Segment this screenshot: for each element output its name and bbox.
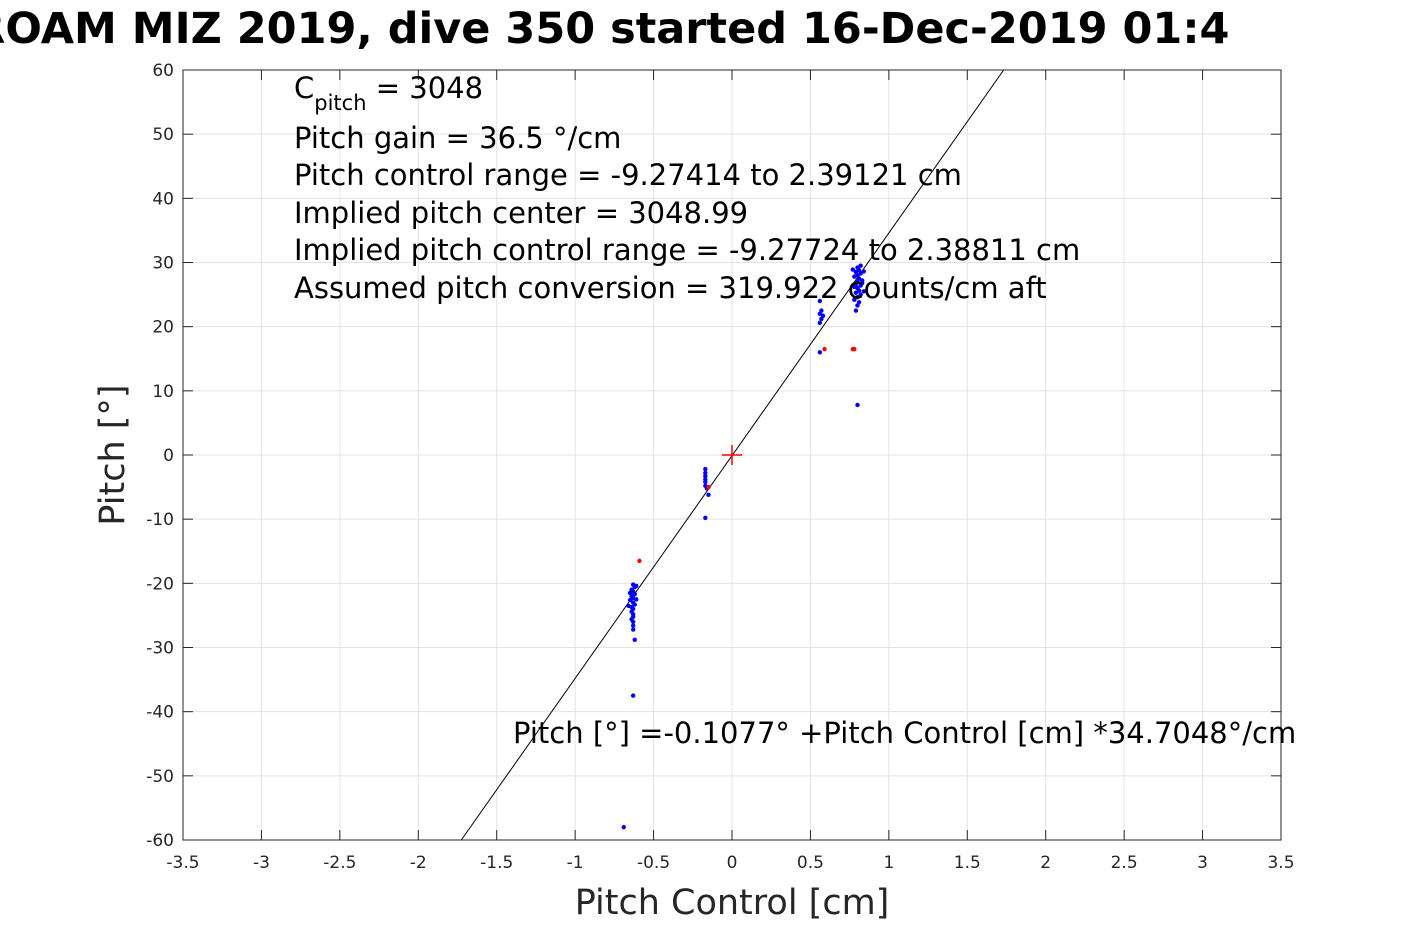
y-tick-label: 10 [152,382,174,402]
data-point-blue [632,602,637,607]
data-point-blue [630,627,636,632]
data-point-blue [855,294,860,300]
data-point-blue [632,637,637,642]
data-point-blue [853,308,859,313]
data-point-blue [855,402,860,408]
x-tick-label: -0.5 [637,853,670,873]
pitch-gain-annotation: Pitch gain = 36.5 °/cm [294,121,621,155]
data-point-blue [703,470,708,476]
x-tick-label: -2 [410,853,427,873]
x-tick-label: 1 [883,853,894,873]
y-tick-label: 0 [163,446,174,466]
data-point-blue [861,289,866,294]
chart-title: 537 ROAM MIZ 2019, dive 350 started 16-D… [0,4,1230,54]
c-pitch-main: C [294,71,314,105]
y-tick-label: -50 [146,767,174,787]
data-point-blue [621,824,626,830]
y-tick-label: 50 [152,125,174,145]
x-tick-label: -3.5 [166,853,199,873]
c-pitch-sub: pitch [314,91,366,115]
c-pitch-annotation: Cpitch = 3048 [294,71,483,115]
x-tick-label: -2.5 [323,853,356,873]
implied-pitch-center-annotation: Implied pitch center = 3048.99 [294,196,748,230]
data-point-blue [703,515,708,521]
data-point-blue [852,297,857,302]
x-tick-label: 0 [727,853,738,873]
data-point-blue [627,590,633,596]
data-point-red [852,346,857,352]
fit-equation-annotation: Pitch [°] =-0.1077° +Pitch Control [cm] … [513,716,1296,750]
data-point-blue [703,466,708,472]
data-point-blue [817,350,823,355]
x-tick-label: -1 [567,853,584,873]
pitch-conversion-annotation: Assumed pitch conversion = 319.922 count… [294,271,1047,305]
x-tick-label: 2.5 [1111,853,1138,873]
y-tick-label: -20 [146,574,174,594]
center-marker-group [722,445,742,465]
x-tick-label: 1.5 [954,853,981,873]
y-tick-label: 60 [152,61,174,81]
data-point-red [822,346,827,352]
data-point-blue [634,597,639,602]
x-tick-label: 3.5 [1267,853,1294,873]
y-tick-label: -40 [146,703,174,723]
data-point-blue [819,316,824,322]
x-axis-label: Pitch Control [cm] [575,883,890,923]
data-point-blue [858,263,863,268]
y-tick-label: -30 [146,639,174,659]
data-point-red [637,558,642,564]
x-tick-label: 2 [1040,853,1051,873]
data-point-blue [850,267,855,272]
data-points [621,263,866,830]
data-point-red [706,484,711,490]
data-point-blue [634,583,639,589]
data-point-blue [859,280,865,286]
c-pitch-value: = 3048 [367,71,484,105]
y-tick-label: 20 [152,318,174,338]
axis-ticks: -3.5 -3 -2.5 -2 -1.5 -1 -0.5 0 0.5 1 1.5 2 2.5 3 3.5 60… [146,61,1294,873]
data-point-blue [817,298,823,304]
data-point-blue [858,292,863,297]
y-tick-label: 30 [152,254,174,274]
data-point-blue [627,597,633,603]
data-point-blue [855,303,860,308]
data-point-blue [861,269,866,274]
y-tick-label: 40 [152,189,174,209]
data-point-blue [630,693,636,698]
y-tick-label: -10 [146,510,174,530]
data-point-blue [852,284,857,290]
x-tick-label: -1.5 [480,853,513,873]
x-tick-label: 3 [1197,853,1208,873]
data-point-blue [630,619,636,625]
y-axis-label: Pitch [°] [93,384,133,525]
data-point-blue [626,603,631,608]
y-tick-label: -60 [146,831,174,851]
data-point-blue [706,492,711,497]
data-point-blue [703,479,708,485]
x-tick-label: -3 [253,853,270,873]
data-point-blue [817,320,823,326]
data-point-blue [630,623,636,628]
data-point-blue [852,274,857,279]
x-tick-label: 0.5 [797,853,824,873]
data-point-blue [703,473,708,479]
pitch-control-range-annotation: Pitch control range = -9.27414 to 2.3912… [294,158,962,192]
data-point-blue [853,290,859,295]
implied-pitch-range-annotation: Implied pitch control range = -9.27724 t… [294,233,1080,267]
